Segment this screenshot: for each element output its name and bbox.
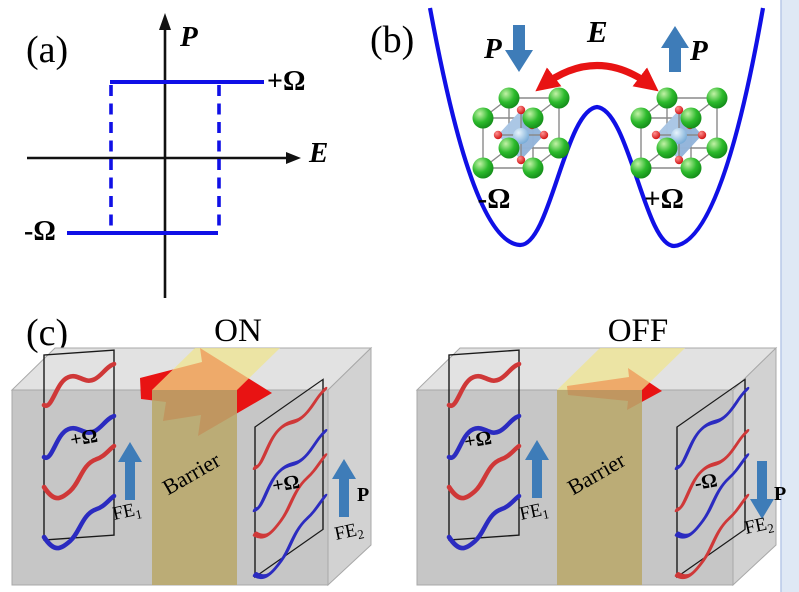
off-device: OFF Barrier +Ω -Ω FE1 P FE2 — [415, 313, 786, 585]
panel-b-tag: (b) — [370, 19, 414, 61]
off-fe2-label: FE2 — [743, 512, 776, 540]
switching-double-arrow — [535, 62, 659, 92]
polarization-down-arrow — [505, 25, 533, 72]
polarization-up-arrow — [661, 26, 689, 72]
on-title: ON — [214, 313, 262, 349]
panel-a-tag: (a) — [26, 29, 68, 71]
double-well-curve — [427, 7, 766, 249]
perovskite-structure-left — [471, 86, 571, 180]
off-fe1-label: FE1 — [518, 498, 551, 526]
on-barrier-front — [152, 390, 237, 585]
off-p-label: P — [774, 483, 786, 505]
on-barrier-top — [152, 348, 280, 390]
p-axis-arrowhead — [159, 13, 171, 30]
p-up-label: P — [689, 35, 708, 67]
p-down-label: P — [483, 33, 502, 65]
on-p-label: P — [357, 484, 369, 506]
off-barrier-top — [557, 348, 685, 390]
plus-omega-label-b: +Ω — [644, 183, 684, 215]
off-barrier-front — [557, 390, 642, 585]
on-fe2-label: FE2 — [333, 518, 366, 546]
on-left-band-panel — [44, 349, 114, 549]
on-box-side-face — [327, 346, 372, 587]
on-right-band-label: +Ω — [271, 471, 302, 497]
off-title: OFF — [608, 313, 669, 349]
off-left-band-label: +Ω — [463, 427, 494, 453]
minus-omega-label-a: -Ω — [24, 216, 56, 247]
off-right-band-label: -Ω — [693, 469, 719, 495]
panel-b-double-well: (b) P E P -Ω +Ω — [370, 7, 766, 249]
on-left-band-label: +Ω — [69, 425, 100, 451]
e-axis-label: E — [308, 137, 328, 169]
e-axis-arrowhead — [286, 152, 301, 164]
perovskite-structure-right — [629, 86, 729, 180]
panel-c-tag: (c) — [26, 312, 68, 354]
plus-omega-label-a: +Ω — [267, 66, 305, 97]
off-left-band-panel — [449, 349, 519, 549]
e-field-label: E — [586, 14, 608, 49]
on-fe1-label: FE1 — [111, 498, 144, 526]
on-right-band-panel — [255, 378, 325, 584]
off-right-band-panel — [677, 378, 747, 584]
panel-a-hysteresis: (a) P E +Ω -Ω — [24, 13, 328, 298]
on-device: ON Barrier +Ω +Ω FE1 P FE2 — [10, 313, 373, 587]
minus-omega-label-b: -Ω — [478, 183, 511, 215]
page-edge-strip — [781, 0, 799, 592]
p-axis-label: P — [179, 21, 198, 53]
